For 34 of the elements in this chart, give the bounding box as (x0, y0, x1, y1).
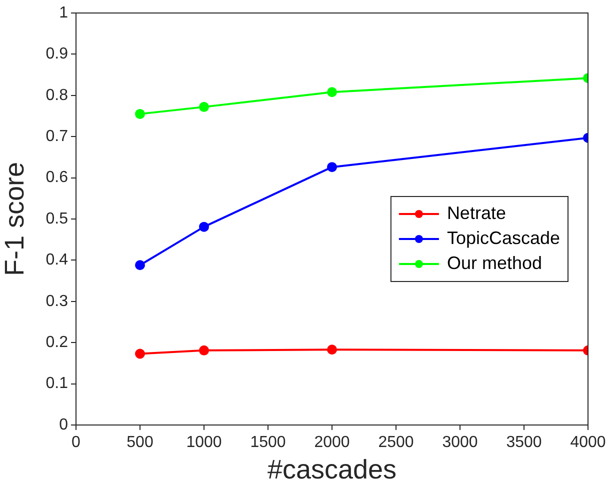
point (199, 345, 209, 356)
point (135, 348, 145, 359)
x-tick-label: 2500 (378, 434, 414, 452)
y-tick-label: 0.5 (46, 210, 68, 228)
legend-label: Netrate (446, 202, 506, 223)
y-tick-label: 0.6 (46, 169, 68, 186)
x-tick-label: 2000 (314, 434, 350, 452)
y-tick-label: 0.8 (46, 86, 68, 104)
x-tick-label: 500 (126, 434, 154, 452)
point (135, 108, 145, 119)
point (327, 87, 337, 98)
y-tick-label: 0.9 (46, 46, 68, 63)
x-tick-label: 4000 (570, 434, 606, 452)
x-tick-label: 0 (72, 434, 81, 452)
y-tick-label: 0.3 (46, 292, 68, 310)
y-tick-label: 0 (59, 416, 68, 434)
legend-label: Our method (446, 252, 542, 273)
x-axis-title: #cascades (267, 454, 397, 484)
point (327, 162, 337, 172)
y-tick-label: 0.1 (46, 375, 68, 392)
x-tick-label: 1500 (250, 434, 286, 452)
point (199, 222, 209, 232)
legend-label: TopicCascade (446, 228, 560, 248)
y-tick-label: 0.7 (46, 128, 68, 146)
y-tick-label: 0.2 (46, 334, 68, 352)
x-tick-label: 3000 (442, 434, 478, 452)
point (135, 260, 145, 270)
y-tick-label: 1 (59, 4, 68, 22)
x-tick-label: 3500 (506, 434, 542, 452)
y-tick-label: 0.4 (46, 252, 68, 269)
x-tick-label: 1000 (186, 434, 222, 452)
y-axis-title: F-1 score (0, 162, 30, 276)
point (199, 102, 209, 112)
point (327, 344, 337, 355)
